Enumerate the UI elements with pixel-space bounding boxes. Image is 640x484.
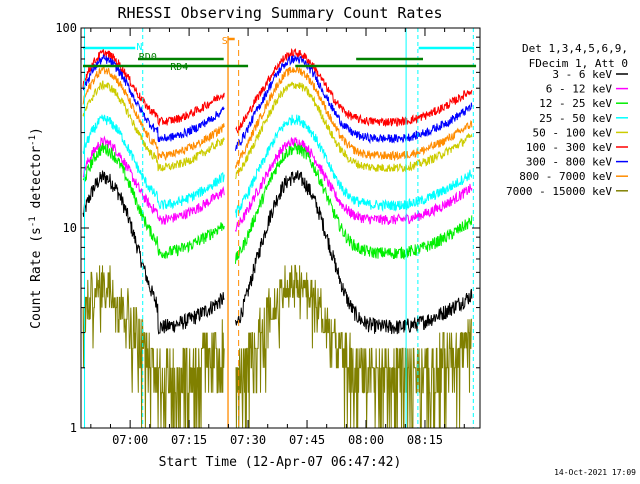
x-axis-label: Start Time (12-Apr-07 06:47:42): [159, 455, 402, 470]
legend-label-7: 800 - 7000 keV: [519, 170, 612, 183]
annotation-rd4: RD4: [170, 62, 188, 73]
legend-label-8: 7000 - 15000 keV: [506, 185, 612, 198]
chart-title: RHESSI Observing Summary Count Rates: [117, 4, 442, 22]
series-line-3-6kev: [82, 169, 473, 335]
generation-timestamp: 14-Oct-2021 17:09: [554, 468, 636, 477]
legend-header-1: FDecim 1, Att 0: [529, 57, 628, 70]
y-axis-label-main: Count Rate (s: [29, 227, 44, 329]
series-line-50-100kev: [82, 80, 473, 180]
series-line-100-300kev: [82, 48, 473, 134]
series-line-25-50kev: [82, 114, 473, 218]
series-line-800-7000kev: [82, 64, 473, 169]
legend-label-5: 100 - 300 keV: [526, 141, 612, 154]
legend-label-3: 25 - 50 keV: [539, 112, 612, 125]
annotation-n: N: [136, 42, 142, 53]
legend-label-1: 6 - 12 keV: [546, 83, 613, 96]
y-axis-label-sup2: -1: [28, 135, 38, 146]
legend-label-2: 12 - 25 keV: [539, 97, 612, 110]
x-tick-label-0700: 07:00: [112, 433, 148, 447]
legend-label-0: 3 - 6 keV: [552, 68, 612, 81]
legend-label-6: 300 - 800 keV: [526, 156, 612, 169]
y-tick-label-100: 100: [55, 21, 77, 35]
series-line-12-25kev: [82, 142, 473, 264]
y-tick-label-1: 1: [70, 421, 77, 435]
x-tick-label-0800: 08:00: [348, 433, 384, 447]
y-axis-label-sup1: -1: [28, 216, 38, 227]
y-axis-label-end: ): [29, 127, 44, 135]
legend-label-4: 50 - 100 keV: [533, 126, 613, 139]
x-tick-label-0745: 07:45: [289, 433, 325, 447]
series-line-300-800kev: [82, 54, 473, 151]
annotation-rd0: RD0: [139, 52, 157, 63]
x-tick-label-0715: 07:15: [171, 433, 207, 447]
series-line-6-12kev: [82, 135, 473, 232]
annotation-s: S: [222, 36, 228, 47]
y-tick-label-10: 10: [63, 221, 77, 235]
legend: Det 1,3,4,5,6,9, FDecim 1, Att 03 - 6 keV…: [506, 42, 628, 198]
legend-header-0: Det 1,3,4,5,6,9,: [522, 42, 628, 55]
x-tick-label-0815: 08:15: [407, 433, 443, 447]
series-line-7000-15000kev: [82, 264, 472, 429]
x-tick-label-0730: 07:30: [230, 433, 266, 447]
y-axis-label-mid: detector: [29, 146, 44, 217]
y-axis-label: Count Rate (s-1 detector-1): [28, 127, 44, 329]
